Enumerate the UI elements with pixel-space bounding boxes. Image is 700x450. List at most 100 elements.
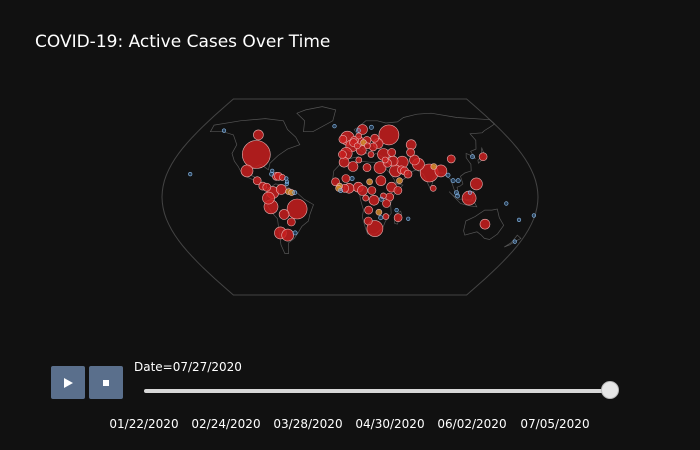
case-marker[interactable]	[362, 194, 370, 202]
case-marker[interactable]	[381, 156, 389, 164]
case-marker[interactable]	[409, 154, 420, 166]
case-marker[interactable]	[367, 186, 377, 195]
case-marker[interactable]	[338, 156, 350, 168]
slider-tick-label: 01/22/2020	[109, 417, 179, 431]
case-marker[interactable]	[241, 140, 271, 169]
case-marker[interactable]	[430, 163, 438, 170]
case-marker[interactable]	[221, 128, 227, 133]
case-marker[interactable]	[284, 181, 289, 186]
case-marker[interactable]	[429, 185, 437, 192]
case-marker[interactable]	[338, 188, 343, 193]
case-marker[interactable]	[286, 217, 296, 227]
coastline-greenland	[296, 106, 337, 133]
case-marker[interactable]	[445, 172, 451, 178]
case-marker[interactable]	[382, 199, 391, 208]
slider-current-date: Date=07/27/2020	[134, 360, 242, 374]
case-marker[interactable]	[455, 178, 461, 184]
case-marker[interactable]	[375, 175, 387, 186]
case-marker[interactable]	[504, 201, 509, 206]
case-marker[interactable]	[434, 164, 448, 178]
case-marker[interactable]	[286, 198, 308, 220]
case-marker[interactable]	[446, 154, 456, 164]
case-markers[interactable]	[188, 124, 537, 244]
case-marker[interactable]	[353, 142, 361, 150]
case-marker[interactable]	[470, 154, 475, 160]
case-marker[interactable]	[387, 148, 397, 157]
case-marker[interactable]	[366, 220, 384, 237]
case-marker[interactable]	[355, 156, 363, 164]
coastline-australia	[463, 208, 505, 240]
slider-handle[interactable]	[601, 381, 619, 399]
slider-tick-label: 04/30/2020	[355, 417, 425, 431]
case-marker[interactable]	[406, 148, 415, 157]
case-marker[interactable]	[284, 176, 289, 181]
stop-button[interactable]	[89, 366, 123, 399]
case-marker[interactable]	[394, 208, 399, 213]
case-marker[interactable]	[349, 176, 355, 181]
case-marker[interactable]	[355, 128, 361, 133]
case-marker[interactable]	[378, 124, 400, 146]
chart-title: COVID-19: Active Cases Over Time	[35, 32, 331, 52]
case-marker[interactable]	[367, 151, 375, 158]
case-marker[interactable]	[403, 169, 413, 179]
case-marker[interactable]	[368, 195, 380, 206]
case-marker[interactable]	[455, 193, 460, 199]
case-marker[interactable]	[262, 191, 275, 205]
case-marker[interactable]	[378, 215, 384, 221]
stop-icon	[103, 379, 109, 386]
case-marker[interactable]	[393, 213, 403, 222]
case-marker[interactable]	[332, 124, 337, 129]
case-marker[interactable]	[363, 216, 373, 226]
map-outline	[161, 98, 539, 296]
case-marker[interactable]	[516, 217, 522, 222]
slider-tick-label: 06/02/2020	[437, 417, 507, 431]
case-marker[interactable]	[338, 150, 347, 159]
case-marker[interactable]	[278, 174, 286, 181]
slider-tick-label: 03/28/2020	[273, 417, 343, 431]
case-marker[interactable]	[281, 228, 295, 242]
case-marker[interactable]	[292, 230, 298, 236]
case-marker[interactable]	[364, 142, 371, 150]
case-marker[interactable]	[240, 164, 254, 178]
case-marker[interactable]	[531, 213, 537, 218]
case-marker[interactable]	[467, 190, 473, 195]
case-marker[interactable]	[253, 129, 264, 141]
case-marker[interactable]	[269, 171, 274, 177]
case-marker[interactable]	[341, 174, 351, 183]
case-marker[interactable]	[275, 184, 287, 195]
coastline-new-zealand	[504, 234, 522, 248]
case-marker[interactable]	[396, 177, 403, 184]
slider-tick-label: 07/05/2020	[520, 417, 590, 431]
case-marker[interactable]	[470, 177, 483, 191]
case-marker[interactable]	[375, 208, 383, 216]
case-marker[interactable]	[362, 163, 372, 172]
case-marker[interactable]	[347, 161, 359, 172]
case-marker[interactable]	[188, 172, 193, 177]
coastline-south-america	[265, 183, 314, 254]
case-marker[interactable]	[406, 216, 411, 221]
case-marker[interactable]	[338, 135, 348, 144]
case-marker[interactable]	[479, 218, 491, 230]
case-marker[interactable]	[262, 182, 272, 192]
case-marker[interactable]	[292, 190, 298, 195]
case-marker[interactable]	[368, 124, 374, 130]
slider-track[interactable]	[144, 389, 610, 393]
case-marker[interactable]	[270, 168, 275, 173]
case-marker[interactable]	[378, 196, 384, 202]
play-icon	[64, 377, 73, 388]
case-marker[interactable]	[373, 161, 387, 174]
case-marker[interactable]	[478, 152, 488, 161]
case-marker[interactable]	[364, 205, 373, 215]
case-marker[interactable]	[252, 176, 262, 185]
case-marker[interactable]	[357, 185, 368, 196]
case-marker[interactable]	[393, 186, 403, 195]
case-marker[interactable]	[278, 209, 290, 220]
case-marker[interactable]	[382, 213, 390, 220]
play-button[interactable]	[51, 366, 85, 399]
case-marker[interactable]	[355, 132, 363, 140]
case-marker[interactable]	[450, 178, 456, 184]
case-marker[interactable]	[370, 133, 380, 143]
case-marker[interactable]	[512, 239, 517, 244]
case-marker[interactable]	[366, 178, 373, 186]
